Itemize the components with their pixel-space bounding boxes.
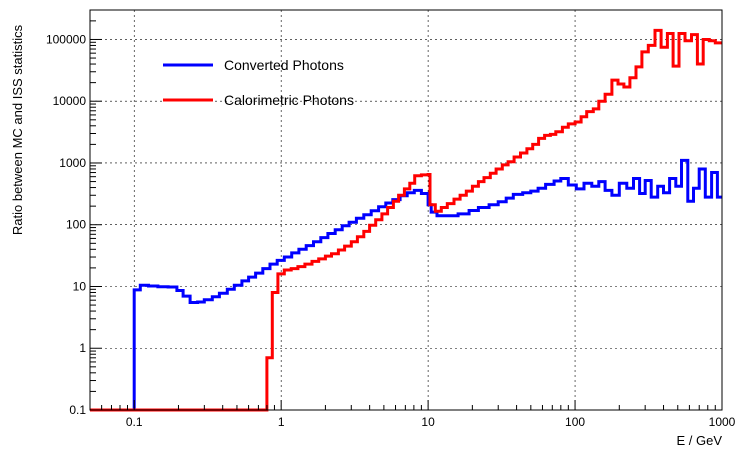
x-axis-label: E / GeV (676, 433, 722, 448)
legend-label: Calorimetric Photons (224, 92, 354, 108)
y-tick-label: 10 (73, 279, 87, 293)
x-tick-label: 1 (278, 415, 285, 429)
y-tick-label: 100000 (46, 32, 86, 46)
y-tick-label: 0.1 (69, 403, 86, 417)
legend: Converted Photons Calorimetric Photons (163, 57, 354, 108)
y-tick-label: 1000 (59, 156, 86, 170)
plot-frame (89, 9, 723, 411)
y-tick-label: 1 (79, 341, 86, 355)
legend-label: Converted Photons (224, 57, 344, 73)
series-line-converted-photons (90, 158, 722, 412)
series-layer (90, 28, 722, 412)
x-tick-label: 1000 (709, 415, 736, 429)
y-tick-label: 100 (66, 218, 86, 232)
series-line-calorimetric-photons (90, 28, 722, 412)
x-tick-label: 0.1 (126, 415, 143, 429)
tick-labels: 0.1 1 10 100 1000 0.1 1 10 100 1000 10000 100000 (46, 32, 736, 429)
grid (90, 10, 722, 410)
axis-ticks (90, 20, 723, 411)
y-axis-label: Ratio between MC and ISS statistics (10, 24, 25, 235)
y-tick-label: 10000 (53, 94, 87, 108)
x-tick-label: 10 (421, 415, 435, 429)
x-tick-label: 100 (565, 415, 585, 429)
